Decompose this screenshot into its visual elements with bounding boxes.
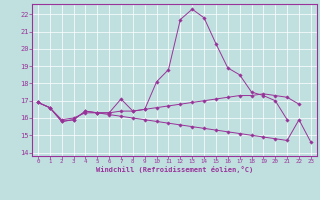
X-axis label: Windchill (Refroidissement éolien,°C): Windchill (Refroidissement éolien,°C) bbox=[96, 166, 253, 173]
